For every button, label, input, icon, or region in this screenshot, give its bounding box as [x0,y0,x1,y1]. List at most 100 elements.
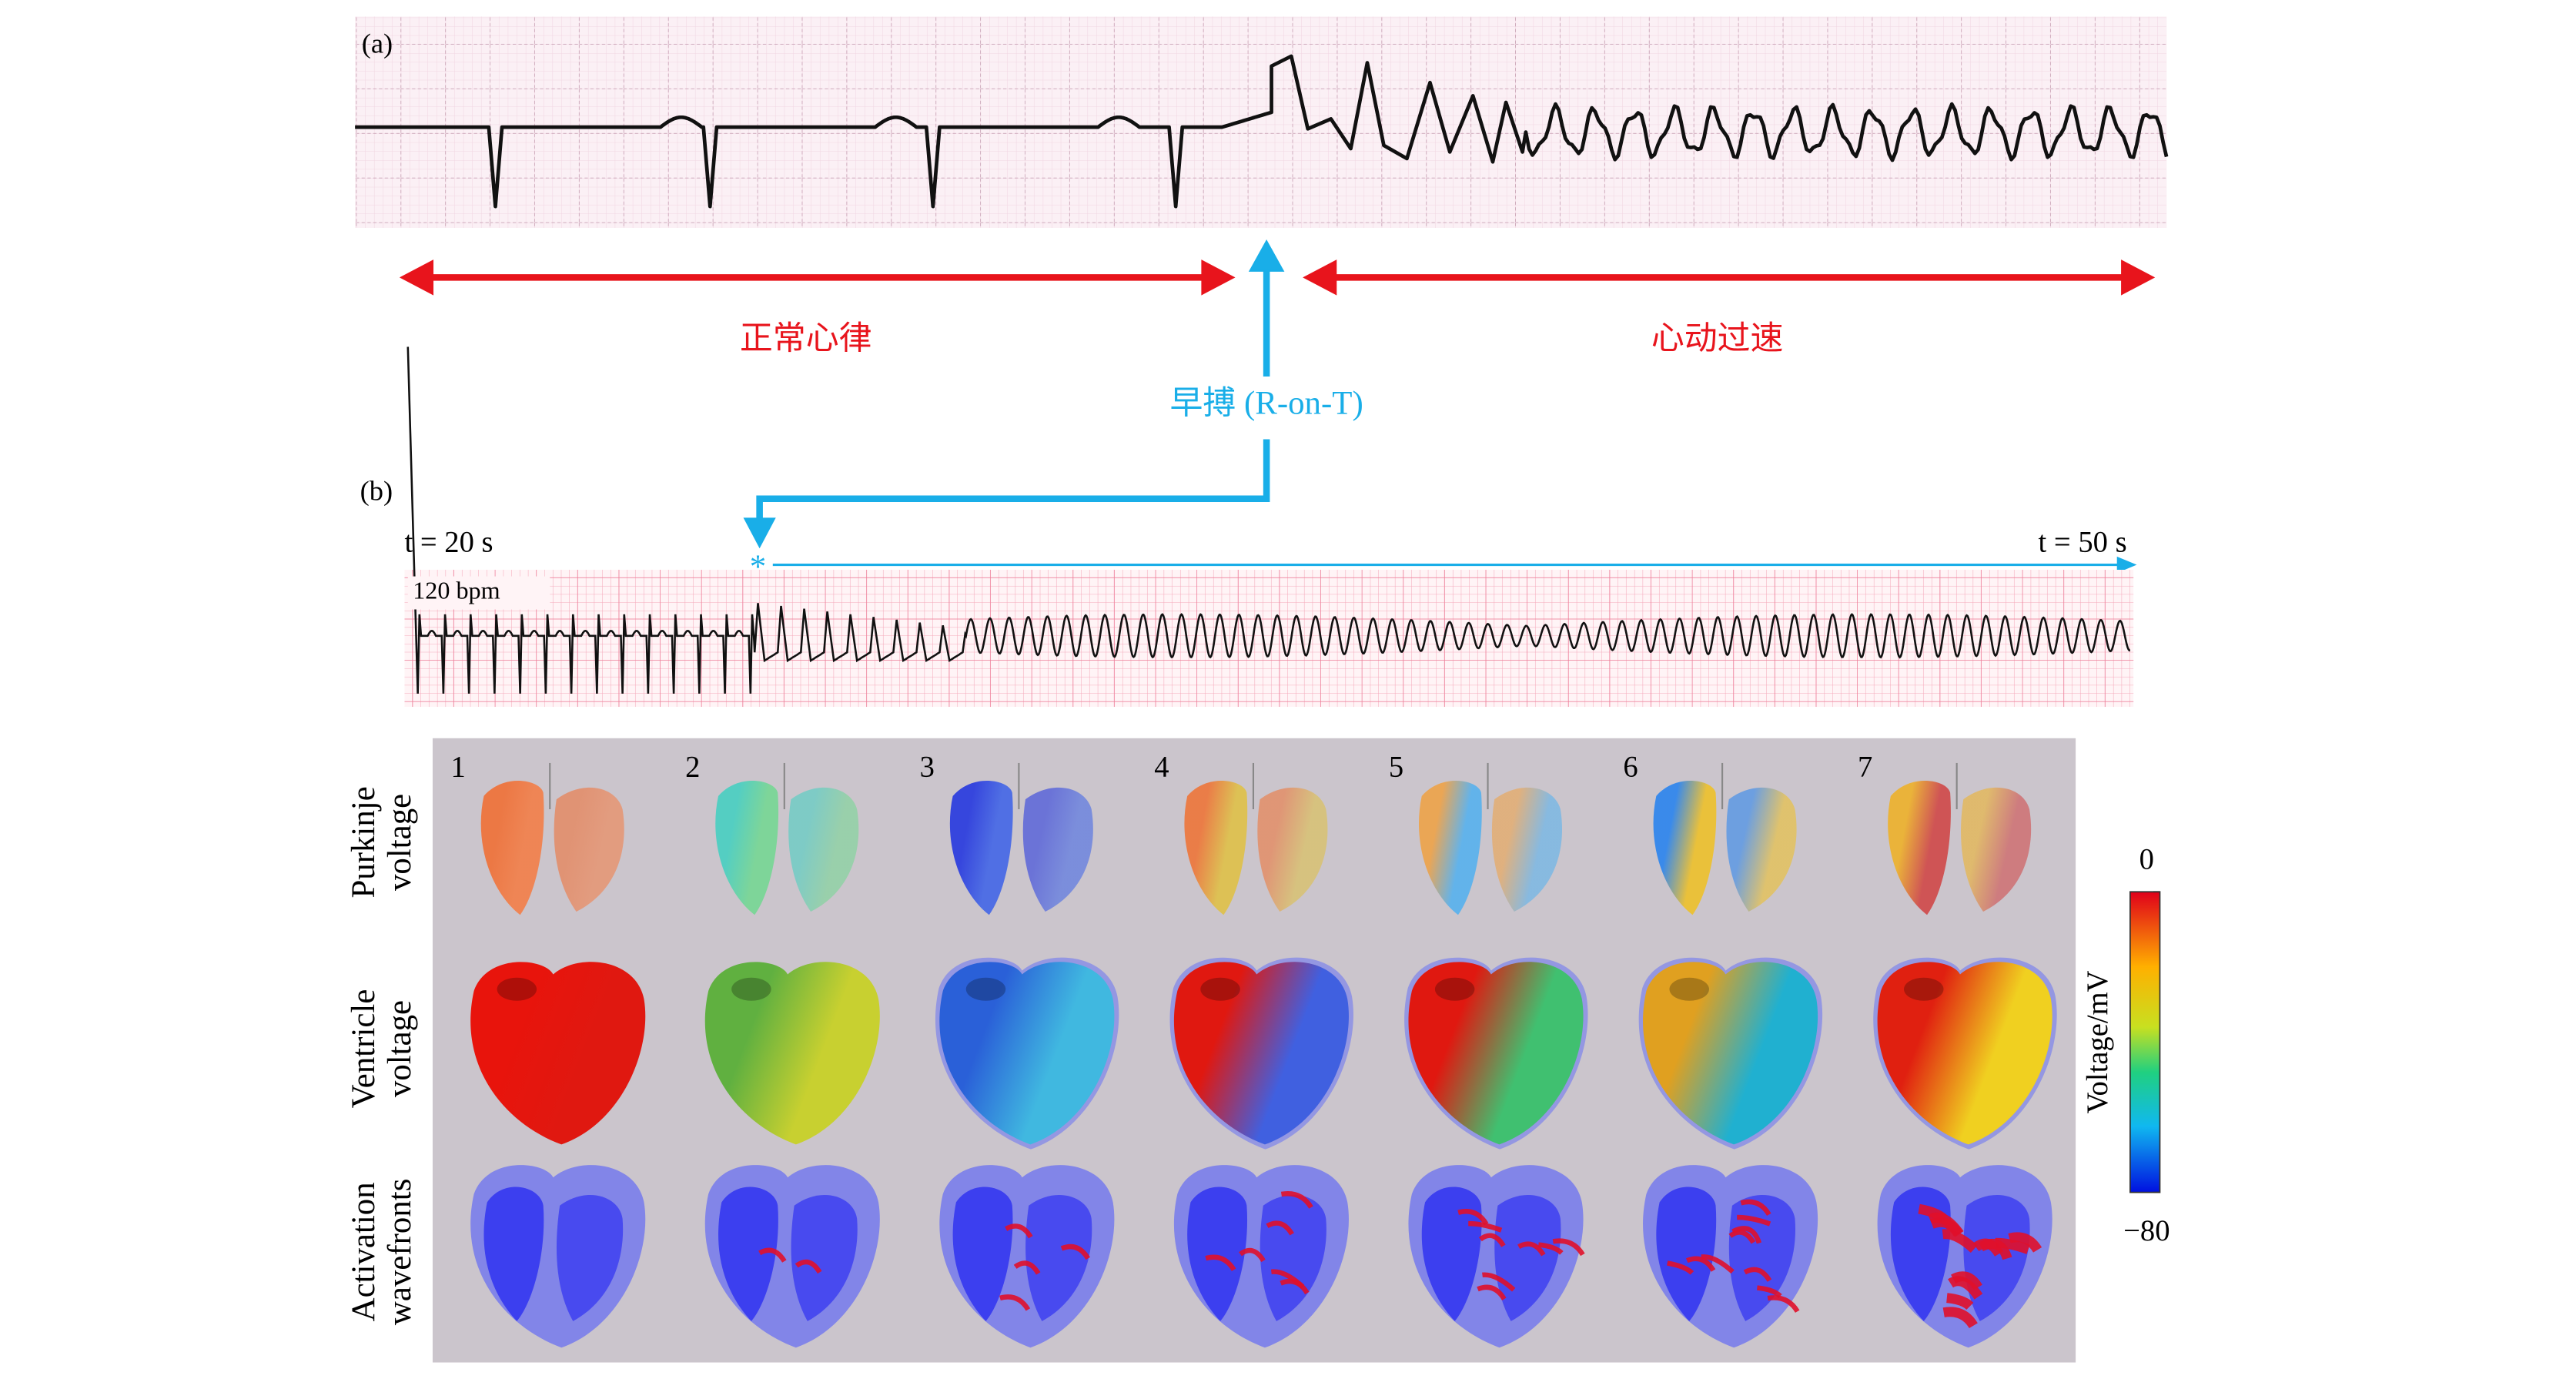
activation [1877,1165,2052,1348]
activation [939,1165,1115,1348]
ecg-grid [355,16,2167,229]
wavefront [1767,1295,1800,1314]
column-label: 6 [1623,751,1638,783]
column-label: 2 [685,751,700,783]
wavefront [758,1247,787,1263]
rhythm-label: 心动过速 [1651,319,1784,357]
wavefront [1946,1293,1974,1310]
ventricle-surface [704,962,880,1145]
wavefront [1686,1256,1716,1272]
wavefront [1266,1220,1294,1236]
wavefront [1468,1220,1503,1233]
activation-inner [1421,1187,1482,1321]
wavefront [1701,1254,1735,1274]
wavefront [1942,1307,1978,1329]
ventricle-opening [1904,977,1944,1001]
column-label: 1 [451,751,466,783]
ecg-trace [406,346,2131,694]
row-label: wavefronts [382,1179,418,1325]
ventricle-surface [1877,962,2052,1145]
ventricle-opening [731,977,771,1001]
wavefront [1942,1229,1978,1253]
activation [1408,1165,1585,1348]
activation-inner [791,1194,858,1321]
ventricle-opening [1669,977,1709,1001]
column-label: 7 [1858,751,1872,783]
wavefront [1517,1241,1546,1257]
wavefront [1743,1267,1772,1282]
purkinje-network [1184,762,1328,915]
wavefront [795,1259,822,1274]
wavefront [1979,1239,2012,1260]
panel-label: (a) [362,28,393,59]
wavefront [1205,1254,1236,1271]
wavefront [1728,1230,1756,1244]
column-label: 4 [1154,751,1169,783]
ventricle-opening [965,977,1006,1001]
wavefront [1731,1226,1762,1244]
wavefront [1538,1242,1564,1255]
wavefront [1552,1238,1585,1257]
purkinje-lobe [480,780,544,915]
purkinje-lobe [1653,780,1717,915]
simulation-cells [470,762,2057,1348]
colorbar-label: Voltage/mV [2082,970,2114,1113]
arrow-head [2116,556,2137,574]
colorbar-tick-label: 0 [2139,843,2154,875]
rhythm-arrows [399,259,2156,296]
wavefront [2008,1232,2042,1253]
ventricle-opening [1200,977,1240,1001]
activation-inner [1187,1187,1248,1321]
arrow-head [399,259,434,296]
activation-inner [1260,1194,1326,1321]
wavefront [1928,1212,1964,1237]
purkinje-lobe [949,780,1013,915]
purkinje-network [1653,762,1797,915]
activation-inner [1963,1194,2030,1321]
ventricle-opening [1434,977,1475,1001]
wavefront [1005,1223,1033,1239]
ventricle-surface [1408,962,1584,1145]
activation [1173,1165,1349,1348]
ecg-grid [404,569,2134,708]
label-bg [407,576,550,610]
activation-inner [1025,1194,1092,1321]
arrow-head [1248,239,1285,272]
ventricle [1404,957,1588,1150]
purkinje-network [949,762,1093,915]
activation [470,1165,646,1348]
ventricle-surface [1643,962,1818,1145]
wavefront [999,1294,1031,1311]
arrow-head [2121,259,2156,296]
ventricle-surface [1173,962,1349,1145]
activation-inner [556,1194,624,1321]
purkinje-lobe [554,787,624,912]
time-label: t = 20 s [404,527,493,559]
ventricle [704,962,880,1145]
ventricle [470,962,646,1145]
ventricle [1638,957,1823,1150]
wavefront [1060,1243,1091,1260]
wavefront [1478,1233,1506,1247]
activation-inner [483,1187,544,1321]
purkinje-network [715,762,859,915]
wavefront [1457,1209,1489,1226]
row-label: Activation [346,1182,382,1321]
row-label: Ventricle [346,989,382,1109]
column-label: 5 [1389,751,1403,783]
activation-inner [718,1187,778,1321]
purkinje-lobe [1961,787,2032,912]
wavefront [1280,1191,1313,1209]
panel-label: (b) [360,476,393,507]
activation-inner [952,1187,1013,1321]
ventricle [935,957,1119,1150]
activation [1643,1165,1818,1348]
wavefront [1013,1260,1041,1275]
purkinje-network [1888,762,2032,915]
wavefront [1737,1214,1771,1227]
time-label: t = 50 s [2039,527,2127,559]
rhythm-label: 正常心律 [740,319,872,357]
purkinje-lobe [788,787,859,912]
